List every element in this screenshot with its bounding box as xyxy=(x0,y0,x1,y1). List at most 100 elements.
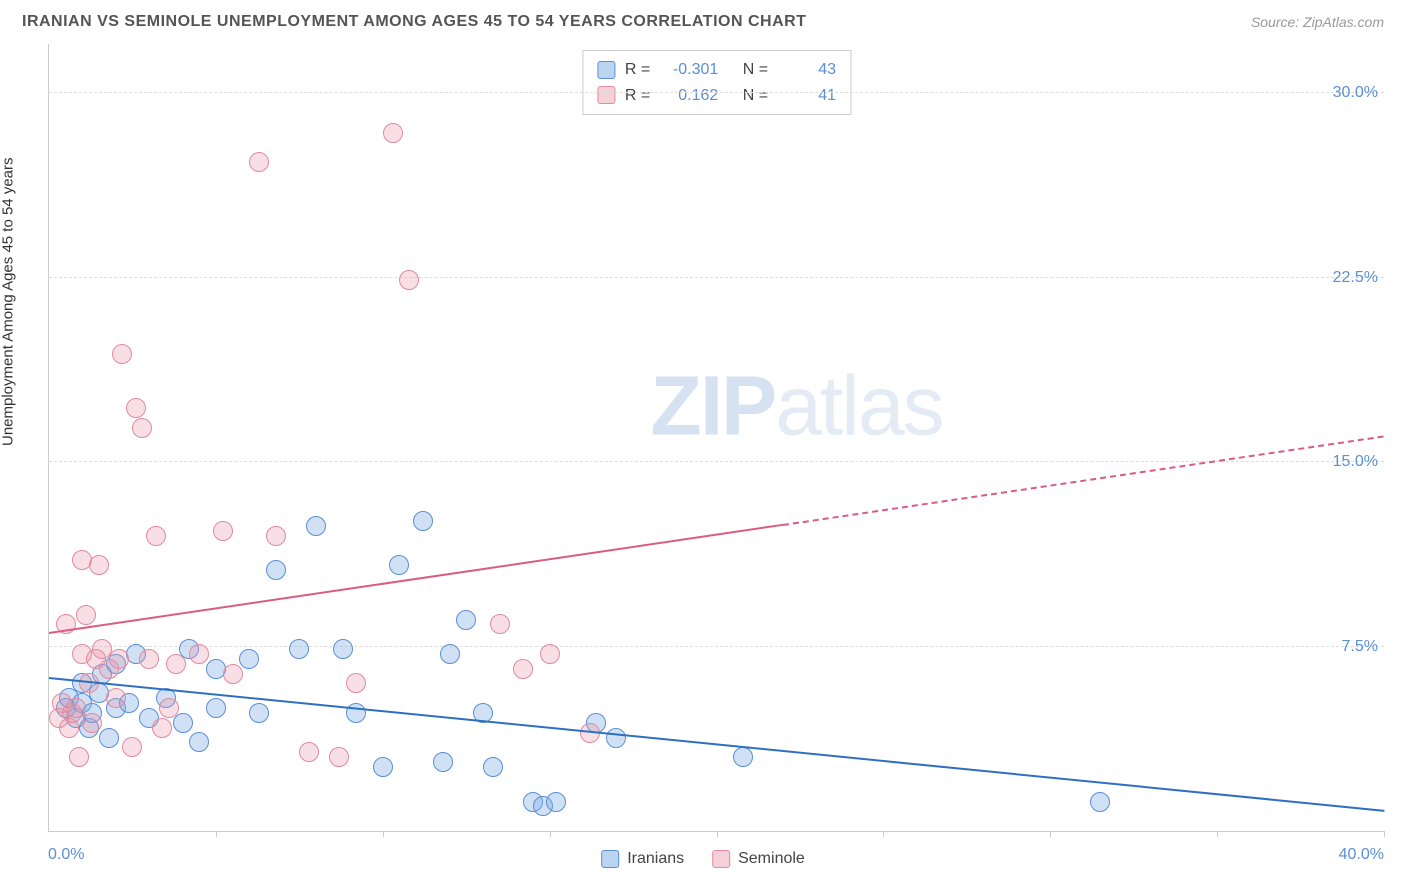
data-point-iranians xyxy=(733,747,753,767)
data-point-iranians xyxy=(440,644,460,664)
legend-label-seminole: Seminole xyxy=(738,850,805,868)
data-point-iranians xyxy=(433,752,453,772)
y-tick-label: 15.0% xyxy=(1333,453,1378,471)
data-point-iranians xyxy=(483,757,503,777)
data-point-seminole xyxy=(76,605,96,625)
legend-label-iranians: Iranians xyxy=(627,850,684,868)
data-point-iranians xyxy=(173,713,193,733)
data-point-seminole xyxy=(166,654,186,674)
data-point-seminole xyxy=(109,649,129,669)
data-point-iranians xyxy=(546,792,566,812)
data-point-seminole xyxy=(112,344,132,364)
data-point-seminole xyxy=(132,418,152,438)
correlation-legend: R = -0.301 N = 43 R = 0.162 N = 41 xyxy=(582,50,851,115)
x-tick xyxy=(550,831,551,837)
data-point-seminole xyxy=(329,747,349,767)
data-point-seminole xyxy=(106,688,126,708)
data-point-seminole xyxy=(399,270,419,290)
x-tick xyxy=(1050,831,1051,837)
data-point-iranians xyxy=(206,698,226,718)
data-point-iranians xyxy=(289,639,309,659)
data-point-seminole xyxy=(513,659,533,679)
r-label: R = xyxy=(625,57,650,83)
trend-line xyxy=(783,436,1384,527)
y-axis-label: Unemployment Among Ages 45 to 54 years xyxy=(0,157,17,446)
data-point-seminole xyxy=(146,526,166,546)
data-point-iranians xyxy=(389,555,409,575)
source-prefix: Source: xyxy=(1251,14,1303,30)
watermark: ZIPatlas xyxy=(651,358,943,455)
swatch-seminole-icon xyxy=(712,850,730,868)
data-point-seminole xyxy=(213,521,233,541)
data-point-seminole xyxy=(490,614,510,634)
source-name: ZipAtlas.com xyxy=(1303,14,1384,30)
source-credit: Source: ZipAtlas.com xyxy=(1251,14,1384,30)
y-tick-label: 7.5% xyxy=(1342,638,1378,656)
data-point-seminole xyxy=(152,718,172,738)
x-tick xyxy=(216,831,217,837)
legend-item-seminole: Seminole xyxy=(712,850,805,868)
x-axis-min-label: 0.0% xyxy=(48,846,84,864)
data-point-seminole xyxy=(159,698,179,718)
gridline xyxy=(49,277,1384,278)
r-value-iranians: -0.301 xyxy=(660,57,718,83)
r-value-seminole: 0.162 xyxy=(660,83,718,109)
watermark-thin: atlas xyxy=(775,359,942,453)
data-point-seminole xyxy=(139,649,159,669)
x-tick xyxy=(717,831,718,837)
x-tick xyxy=(1217,831,1218,837)
data-point-iranians xyxy=(189,732,209,752)
data-point-seminole xyxy=(189,644,209,664)
chart-header: IRANIAN VS SEMINOLE UNEMPLOYMENT AMONG A… xyxy=(0,0,1406,44)
data-point-seminole xyxy=(249,152,269,172)
data-point-seminole xyxy=(223,664,243,684)
n-value-iranians: 43 xyxy=(778,57,836,83)
gridline xyxy=(49,461,1384,462)
r-label: R = xyxy=(625,83,650,109)
watermark-bold: ZIP xyxy=(651,359,776,453)
chart-title: IRANIAN VS SEMINOLE UNEMPLOYMENT AMONG A… xyxy=(22,13,806,31)
data-point-iranians xyxy=(266,560,286,580)
y-tick-label: 30.0% xyxy=(1333,84,1378,102)
gridline xyxy=(49,92,1384,93)
data-point-iranians xyxy=(373,757,393,777)
gridline xyxy=(49,646,1384,647)
trend-line xyxy=(49,677,1384,812)
data-point-iranians xyxy=(456,610,476,630)
data-point-seminole xyxy=(69,747,89,767)
scatter-plot: ZIPatlas R = -0.301 N = 43 R = 0.162 N =… xyxy=(48,44,1384,832)
correlation-row-iranians: R = -0.301 N = 43 xyxy=(597,57,836,83)
data-point-seminole xyxy=(82,713,102,733)
n-label: N = xyxy=(743,83,768,109)
data-point-seminole xyxy=(122,737,142,757)
data-point-seminole xyxy=(299,742,319,762)
data-point-seminole xyxy=(346,673,366,693)
n-label: N = xyxy=(743,57,768,83)
swatch-seminole-icon xyxy=(597,86,615,104)
correlation-row-seminole: R = 0.162 N = 41 xyxy=(597,83,836,109)
data-point-iranians xyxy=(606,728,626,748)
x-tick xyxy=(1384,831,1385,837)
y-tick-label: 22.5% xyxy=(1333,269,1378,287)
data-point-seminole xyxy=(266,526,286,546)
data-point-iranians xyxy=(306,516,326,536)
swatch-iranians-icon xyxy=(597,61,615,79)
series-legend: Iranians Seminole xyxy=(601,850,805,868)
data-point-seminole xyxy=(89,555,109,575)
x-tick xyxy=(383,831,384,837)
data-point-seminole xyxy=(66,698,86,718)
data-point-iranians xyxy=(333,639,353,659)
x-axis-max-label: 40.0% xyxy=(1339,846,1384,864)
data-point-iranians xyxy=(413,511,433,531)
data-point-iranians xyxy=(249,703,269,723)
legend-item-iranians: Iranians xyxy=(601,850,684,868)
data-point-iranians xyxy=(239,649,259,669)
n-value-seminole: 41 xyxy=(778,83,836,109)
data-point-seminole xyxy=(383,123,403,143)
data-point-seminole xyxy=(540,644,560,664)
x-tick xyxy=(883,831,884,837)
data-point-seminole xyxy=(126,398,146,418)
data-point-iranians xyxy=(99,728,119,748)
data-point-iranians xyxy=(1090,792,1110,812)
swatch-iranians-icon xyxy=(601,850,619,868)
